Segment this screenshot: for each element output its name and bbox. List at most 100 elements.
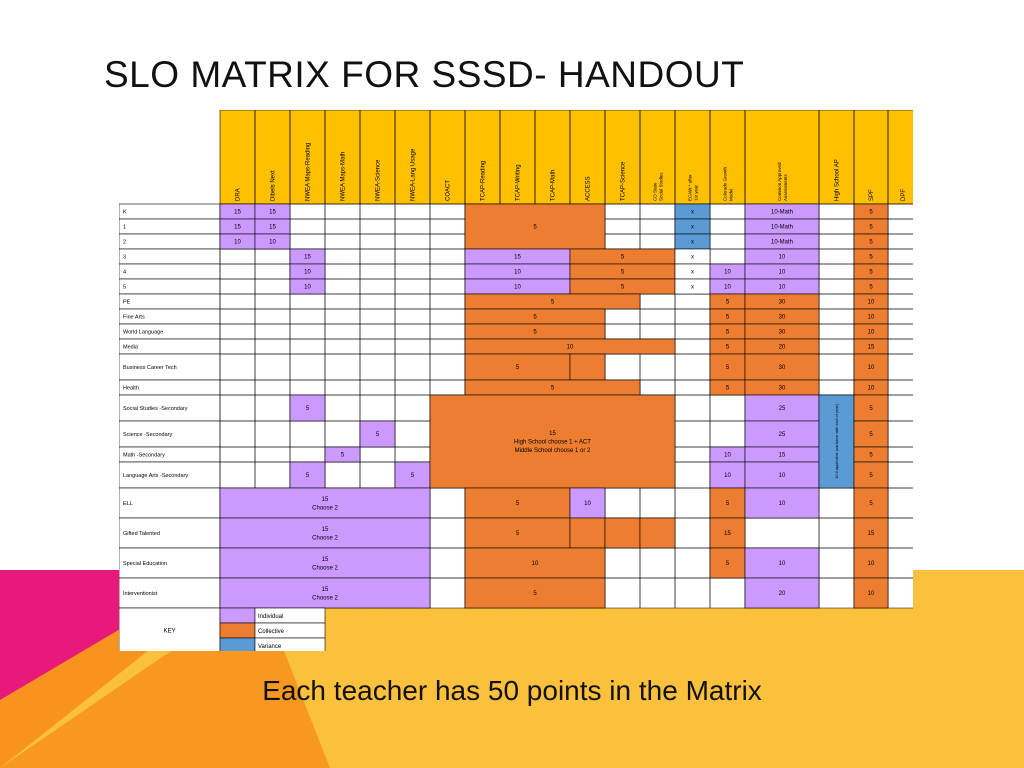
matrix-cell-value: 5 xyxy=(869,240,873,246)
matrix-cell-value: 15 xyxy=(269,210,276,216)
matrix-cell-value: 5 xyxy=(341,453,345,459)
matrix-cell xyxy=(324,446,361,463)
key-item-label: Variance xyxy=(258,644,282,650)
matrix-cell-value: 20 xyxy=(779,591,786,597)
matrix-cell-value: x xyxy=(691,210,694,216)
matrix-cell-value: 5 xyxy=(869,432,873,438)
matrix-cell-value: 5 xyxy=(869,501,873,507)
matrix-cell-value: 10 xyxy=(868,561,875,567)
matrix-cell-value: 10 if applicable (variance with end of y… xyxy=(834,403,839,479)
row-label-text: Health xyxy=(123,386,139,392)
matrix-cell-value: 10 xyxy=(779,501,786,507)
row-label-text: PE xyxy=(123,300,131,306)
column-header-label: NWEA Maps-Reading xyxy=(306,143,312,201)
matrix-cell xyxy=(853,577,889,609)
matrix-cell-value: 10 xyxy=(724,270,731,276)
column-header-label: TCAP-Reading xyxy=(481,161,487,201)
matrix-cell-value: 10-Math xyxy=(771,210,793,216)
matrix-cell-value: 10 xyxy=(269,240,276,246)
matrix-cell-value: 30 xyxy=(779,300,786,306)
matrix-cell-value: 5 xyxy=(726,315,730,321)
matrix-cell-value: 30 xyxy=(779,315,786,321)
column-header-label: TCAP-Math xyxy=(551,170,557,201)
matrix-cell-value: x xyxy=(691,285,694,291)
matrix-cell xyxy=(359,420,396,448)
matrix-cell-value: 10 xyxy=(868,330,875,336)
matrix-cell xyxy=(569,353,606,381)
row-label-5 xyxy=(119,278,221,295)
matrix-cell-value: 30 xyxy=(779,330,786,336)
matrix-cell xyxy=(219,577,431,609)
matrix-cell xyxy=(853,353,889,381)
row-label-text: Special Education xyxy=(123,561,167,567)
matrix-cell-value: 30 xyxy=(779,386,786,392)
matrix-cell xyxy=(219,547,431,579)
row-label-2 xyxy=(119,233,221,250)
matrix-cell-value: 10 xyxy=(779,473,786,479)
row-label-text: Language Arts -Secondary xyxy=(123,473,188,479)
matrix-cell xyxy=(639,517,676,549)
matrix-cell-value: 10 xyxy=(304,270,311,276)
matrix-cell xyxy=(709,461,746,489)
matrix-cell-value: 15 xyxy=(234,210,241,216)
matrix-cell xyxy=(429,394,676,489)
matrix-cell xyxy=(709,517,746,549)
matrix-cell-value: 5 xyxy=(869,453,873,459)
matrix-cell-value: 10 xyxy=(514,270,521,276)
matrix-cell-value: 10 xyxy=(779,255,786,261)
row-label-text: K xyxy=(123,210,127,216)
column-header-label: NWEA-Lang Usage xyxy=(411,148,417,201)
key-swatch-variance xyxy=(219,637,256,651)
matrix-cell xyxy=(818,394,855,489)
matrix-cell-value: 5 xyxy=(411,473,415,479)
row-label-language-arts-secondary xyxy=(119,461,221,489)
matrix-cell-value: 15 xyxy=(779,453,786,459)
key-swatch-individual xyxy=(219,607,256,624)
matrix-cell-value: x xyxy=(691,225,694,231)
column-header-label: DPF xyxy=(901,189,907,201)
matrix-cell xyxy=(464,547,606,579)
matrix-cell xyxy=(464,577,606,609)
matrix-cell-value: 5 xyxy=(726,345,730,351)
matrix-cell-value: 15 Choose 2 xyxy=(312,587,338,602)
matrix-cell-value: 5 xyxy=(869,285,873,291)
matrix-cell-value: x xyxy=(691,255,694,261)
column-header-label: SPF xyxy=(869,189,875,201)
matrix-cell-value: 5 xyxy=(869,270,873,276)
row-label-k xyxy=(119,203,221,220)
row-label-text: Math -Secondary xyxy=(123,453,165,459)
slide-title: SLO MATRIX FOR SSSD- HANDOUT xyxy=(104,54,745,95)
matrix-cell-value: 10 xyxy=(304,285,311,291)
matrix-cell-value: 15 xyxy=(514,255,521,261)
matrix-cell-value: 10-Math xyxy=(771,225,793,231)
row-label-gifted-talented xyxy=(119,517,221,549)
column-header-label: NWEA-Science xyxy=(376,159,382,201)
matrix-cell-value: 5 xyxy=(533,315,537,321)
matrix-cell-value: 15 Choose 2 xyxy=(312,527,338,542)
key-item-variance xyxy=(254,637,326,651)
matrix-cell xyxy=(744,487,820,519)
matrix-cell-value: 5 xyxy=(726,386,730,392)
column-header-label: ACCESS xyxy=(586,176,592,201)
matrix-cell-value: 5 xyxy=(533,591,537,597)
matrix-cell-value: 15 xyxy=(304,255,311,261)
matrix-cell-value: 5 xyxy=(516,501,520,507)
matrix-cell xyxy=(744,577,820,609)
matrix-cell-value: 5 xyxy=(551,300,555,306)
row-label-text: Media xyxy=(123,345,139,351)
row-label-text: 3 xyxy=(123,255,126,261)
row-label-text: Gifted Talented xyxy=(123,531,160,537)
key-label: KEY xyxy=(163,629,175,635)
matrix-cell-value: 5 xyxy=(551,386,555,392)
matrix-cell-value: 10 xyxy=(234,240,241,246)
row-label-text: Science -Secondary xyxy=(123,432,172,438)
matrix-cell xyxy=(464,353,571,381)
row-label-text: 4 xyxy=(123,270,126,276)
column-header-label: NWEA Maps-Math xyxy=(341,152,347,201)
matrix-cell xyxy=(289,278,326,295)
matrix-cell xyxy=(464,487,571,519)
matrix-cell-value: 5 xyxy=(621,255,625,261)
row-label-3 xyxy=(119,248,221,265)
matrix-cell-value: 15 xyxy=(724,531,731,537)
row-label-business-career-tech xyxy=(119,353,221,381)
